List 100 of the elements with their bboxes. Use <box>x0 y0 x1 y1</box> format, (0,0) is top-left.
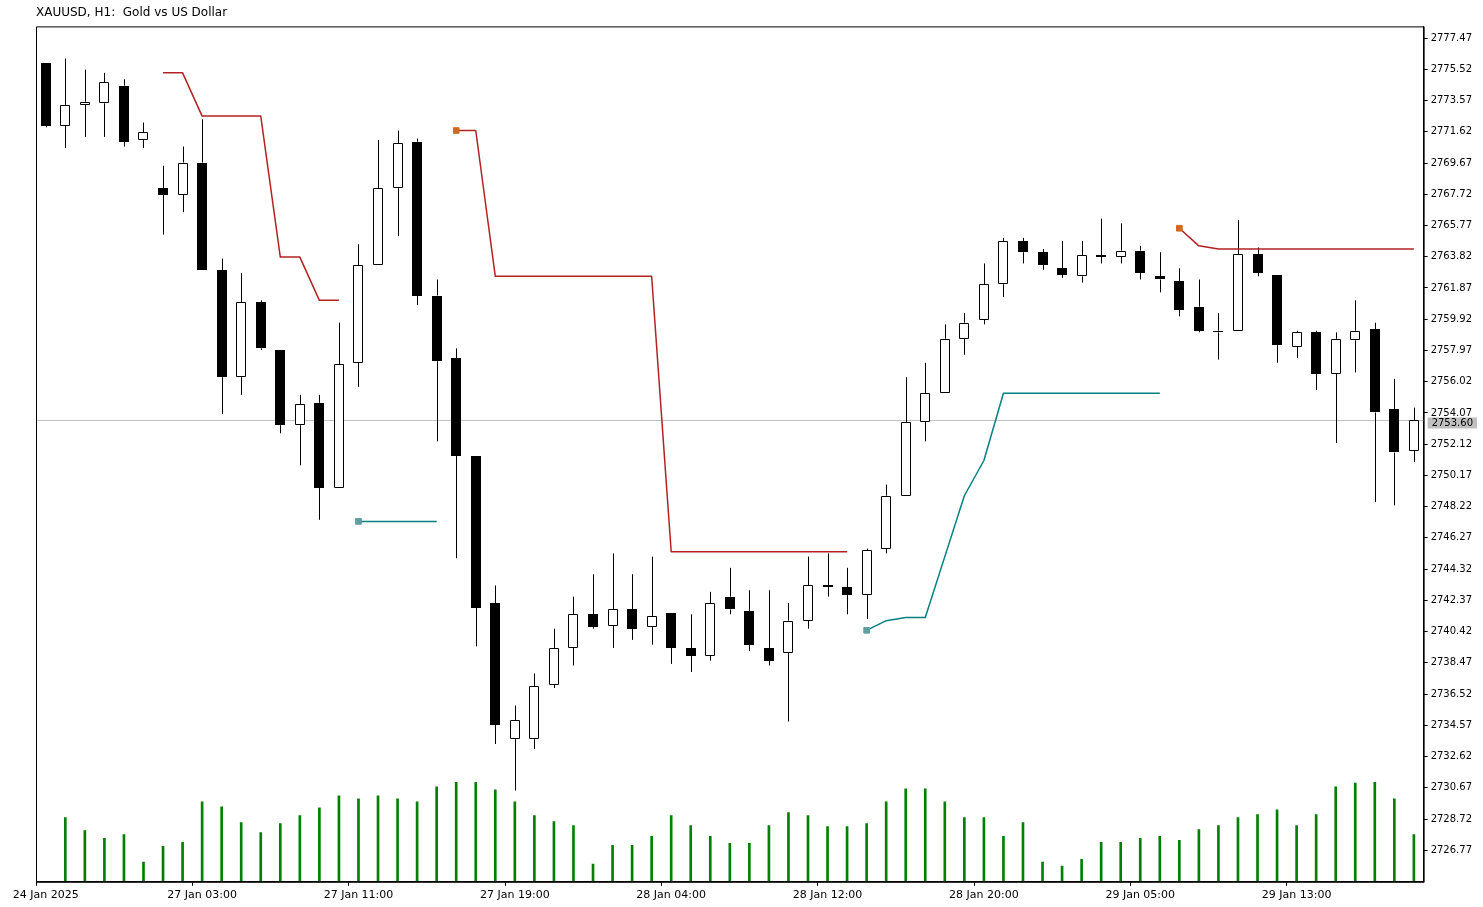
bar <box>1295 825 1298 881</box>
y-tick-label: 2777.47 <box>1430 31 1473 43</box>
bar <box>904 788 908 881</box>
y-tick-label: 2759.92 <box>1430 312 1473 324</box>
bar <box>1256 814 1259 881</box>
y-tick-label: 2769.67 <box>1430 156 1473 168</box>
x-tick-label: 27 Jan 19:00 <box>480 888 550 902</box>
candlestick <box>1389 378 1399 506</box>
candlestick <box>80 69 90 138</box>
candlestick <box>1116 222 1126 264</box>
bar <box>650 836 653 881</box>
point <box>1176 224 1183 232</box>
candlestick <box>138 122 148 149</box>
candlestick <box>608 552 618 649</box>
y-tick-label: 2752.12 <box>1430 437 1473 449</box>
candlestick <box>627 573 637 641</box>
candlestick <box>568 596 578 667</box>
x-tick-label: 28 Jan 20:00 <box>949 888 1019 902</box>
candlestick <box>99 72 109 138</box>
x-tick-label: 24 Jan 2025 <box>12 888 79 902</box>
candlestick <box>881 484 891 554</box>
x-tick-label: 29 Jan 13:00 <box>1261 888 1332 902</box>
bar <box>533 815 536 881</box>
candlestick <box>647 556 657 646</box>
candlestick <box>217 258 227 415</box>
candlestick <box>490 584 500 745</box>
candlestick <box>1194 279 1204 333</box>
y-tick-label: 2728.72 <box>1430 812 1473 824</box>
candlestick <box>1077 240 1087 284</box>
candlestick <box>744 589 754 652</box>
candlestick <box>588 573 598 630</box>
y-tick-label: 2761.87 <box>1430 281 1473 293</box>
candlestick <box>862 548 872 620</box>
point <box>452 127 460 134</box>
point <box>863 626 870 634</box>
bar <box>63 817 67 881</box>
y-tick-label: 2750.17 <box>1430 469 1473 480</box>
bar <box>943 801 947 881</box>
bar <box>454 782 458 881</box>
candlestick <box>1272 275 1282 364</box>
candlestick <box>451 347 461 559</box>
candlestick <box>1409 407 1419 463</box>
candlestick <box>1311 330 1321 391</box>
bar <box>318 807 321 881</box>
bar <box>611 845 614 881</box>
bar <box>1080 858 1083 881</box>
candlestick <box>959 312 969 356</box>
candlestick <box>666 613 676 665</box>
candlestick <box>1057 240 1067 279</box>
candlestick <box>842 567 852 615</box>
candlestick <box>510 705 520 791</box>
bar <box>357 798 360 881</box>
candlestick <box>1233 219 1243 331</box>
bar <box>669 815 673 881</box>
bar <box>259 832 263 881</box>
y-tick-label: 2763.82 <box>1430 250 1473 262</box>
candlestick <box>412 138 422 306</box>
candlestick <box>471 456 481 647</box>
candlestick <box>920 362 930 442</box>
bar <box>1119 842 1123 881</box>
y-tick-label: 2773.57 <box>1430 94 1473 106</box>
bar <box>1334 786 1338 881</box>
candlestick <box>705 591 715 662</box>
candlestick <box>256 299 266 351</box>
candlestick <box>549 628 559 689</box>
candlestick <box>314 394 324 521</box>
bar <box>1138 838 1142 881</box>
chart-title: XAUUSD, H1: Gold vs US Dollar <box>36 5 228 20</box>
x-tick-label: 29 Jan 05:00 <box>1105 888 1176 902</box>
bar <box>1373 782 1377 881</box>
bar <box>1041 861 1044 881</box>
bar <box>787 812 790 881</box>
y-tick-label: 2754.07 <box>1430 406 1473 418</box>
ref-line-label: 2753.60 <box>1431 416 1474 428</box>
bar <box>435 786 438 881</box>
candlestick <box>1038 248 1048 271</box>
candlestick <box>1135 245 1145 280</box>
candlestick <box>1155 251 1165 293</box>
bar <box>1158 836 1162 881</box>
bar <box>278 823 282 881</box>
x-tick-label: 28 Jan 04:00 <box>636 888 707 902</box>
candlestick <box>998 237 1008 298</box>
y-tick-label: 2757.97 <box>1430 344 1473 356</box>
candlestick <box>686 613 696 673</box>
y-tick-label: 2734.57 <box>1430 718 1473 730</box>
y-tick-label: 2746.27 <box>1430 531 1473 543</box>
x-tick-label: 28 Jan 12:00 <box>792 888 863 902</box>
candlestick <box>432 279 442 442</box>
bar <box>1002 836 1005 881</box>
bar <box>923 788 927 881</box>
bar <box>884 801 888 881</box>
candlestick <box>1370 322 1380 503</box>
bar <box>826 826 829 881</box>
candlestick <box>725 567 735 615</box>
candlestick <box>1096 218 1106 264</box>
y-tick-label: 2726.77 <box>1430 843 1473 855</box>
candlestick <box>158 165 168 236</box>
y-tick-label: 2730.67 <box>1430 781 1473 793</box>
bar <box>708 836 712 881</box>
y-tick-label: 2736.52 <box>1430 687 1473 699</box>
